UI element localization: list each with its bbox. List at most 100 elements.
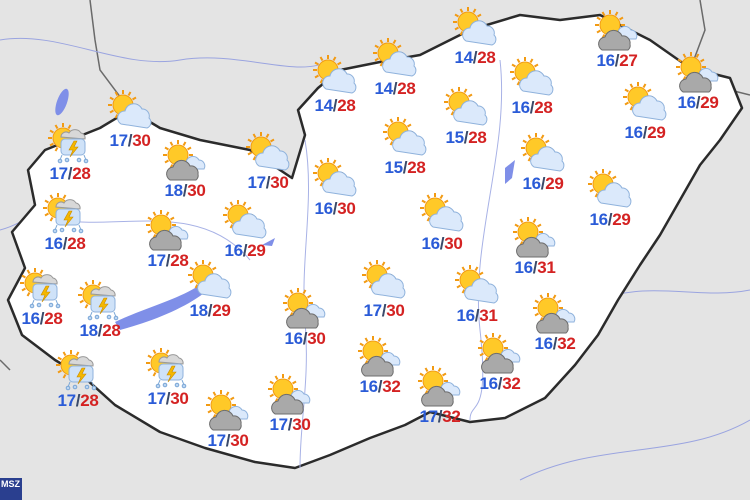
min-temp: 17 — [49, 164, 68, 183]
forecast-station: 17/30 — [260, 374, 320, 434]
forecast-station: 15/28 — [375, 117, 435, 177]
max-temp: 32 — [557, 334, 576, 353]
thunderstorm-icon — [65, 356, 97, 391]
sun-thunderstorm-icon — [56, 350, 97, 391]
temperature-label: 16/32 — [350, 378, 410, 396]
max-temp: 27 — [619, 51, 638, 70]
temperature-label: 17/30 — [238, 174, 298, 192]
max-temp: 28 — [72, 164, 91, 183]
sun-cloud-icon — [313, 55, 357, 94]
sun-cloud-icon — [510, 57, 554, 96]
sun-cloud-icon — [521, 133, 565, 172]
max-temp: 30 — [230, 431, 249, 450]
temp-separator: / — [62, 234, 68, 253]
cloud-icon — [481, 348, 521, 374]
temperature-label: 16/29 — [580, 211, 640, 229]
min-temp: 18 — [189, 301, 208, 320]
cloud-icon — [421, 381, 461, 407]
temperature-label: 17/32 — [410, 408, 470, 426]
temp-separator: / — [75, 391, 81, 410]
temperature-label: 18/30 — [155, 182, 215, 200]
temperature-label: 16/30 — [275, 330, 335, 348]
cloud-icon — [371, 273, 406, 299]
min-temp: 17 — [269, 415, 288, 434]
min-temp: 14 — [454, 48, 473, 67]
max-temp: 30 — [386, 301, 405, 320]
temperature-label: 17/30 — [260, 416, 320, 434]
temperature-label: 17/28 — [48, 392, 108, 410]
forecast-station: 16/29 — [215, 200, 275, 260]
forecast-station: 14/28 — [365, 38, 425, 98]
temp-separator: / — [472, 48, 478, 67]
min-temp: 16 — [514, 258, 533, 277]
min-temp: 15 — [445, 128, 464, 147]
temperature-label: 18/29 — [180, 302, 240, 320]
max-temp: 31 — [479, 306, 498, 325]
temperature-label: 17/28 — [138, 252, 198, 270]
forecast-station: 16/29 — [513, 133, 573, 193]
temperature-label: 16/28 — [12, 310, 72, 328]
forecast-station: 17/30 — [138, 348, 198, 408]
cloud-icon — [197, 273, 232, 299]
cloud-icon — [462, 20, 497, 46]
sun-cloud-icon — [623, 82, 667, 121]
cloud-icon — [149, 225, 189, 251]
min-temp: 16 — [522, 174, 541, 193]
forecast-station: 18/28 — [70, 280, 130, 340]
cloud-icon — [361, 351, 401, 377]
forecast-station: 17/28 — [48, 350, 108, 410]
forecast-station: 17/30 — [100, 90, 160, 150]
max-temp: 28 — [337, 96, 356, 115]
temperature-label: 16/27 — [587, 52, 647, 70]
min-temp: 18 — [79, 321, 98, 340]
thunderstorm-icon — [29, 274, 61, 309]
temperature-label: 15/28 — [436, 129, 496, 147]
forecast-station: 16/30 — [412, 193, 472, 253]
min-temp: 16 — [677, 93, 696, 112]
temperature-label: 15/28 — [375, 159, 435, 177]
temp-separator: / — [381, 301, 387, 320]
sun-cloud-icon — [453, 7, 497, 46]
cloud-icon — [536, 308, 576, 334]
cloud-icon — [598, 25, 638, 51]
temp-separator: / — [165, 251, 171, 270]
temperature-label: 16/31 — [447, 307, 507, 325]
min-temp: 17 — [207, 431, 226, 450]
sun-thunderstorm-icon — [78, 280, 119, 321]
temp-separator: / — [39, 309, 45, 328]
forecast-station: 17/32 — [410, 366, 470, 426]
temp-separator: / — [402, 158, 408, 177]
sun-cloud-icon — [444, 87, 488, 126]
logo: MSZ — [0, 478, 22, 500]
sun-cloud-icon — [362, 260, 406, 299]
temp-separator: / — [463, 128, 469, 147]
max-temp: 28 — [397, 79, 416, 98]
min-temp: 16 — [479, 374, 498, 393]
sun-thunderstorm-icon — [48, 123, 89, 164]
cloud-icon — [166, 155, 206, 181]
sun-gray-cloud-icon — [595, 10, 638, 51]
min-temp: 17 — [147, 251, 166, 270]
temp-separator: / — [287, 415, 293, 434]
temp-separator: / — [497, 374, 503, 393]
temp-separator: / — [67, 164, 73, 183]
cloud-icon — [679, 67, 719, 93]
temp-separator: / — [265, 173, 271, 192]
cloud-icon — [232, 213, 267, 239]
sun-gray-cloud-icon — [358, 336, 401, 377]
temperature-label: 17/28 — [40, 165, 100, 183]
forecast-station: 16/28 — [12, 268, 72, 328]
sun-gray-cloud-icon — [146, 210, 189, 251]
temperature-label: 16/32 — [525, 335, 585, 353]
max-temp: 29 — [647, 123, 666, 142]
sun-cloud-icon — [420, 193, 464, 232]
min-temp: 16 — [359, 377, 378, 396]
min-temp: 16 — [314, 199, 333, 218]
forecast-station: 17/28 — [138, 210, 198, 270]
forecast-station: 16/28 — [35, 193, 95, 253]
cloud-icon — [322, 68, 357, 94]
cloud-icon — [632, 95, 667, 121]
forecast-station: 16/32 — [350, 336, 410, 396]
min-temp: 16 — [421, 234, 440, 253]
temp-separator: / — [437, 407, 443, 426]
